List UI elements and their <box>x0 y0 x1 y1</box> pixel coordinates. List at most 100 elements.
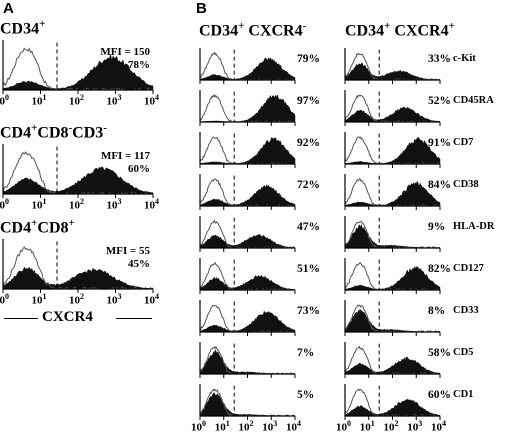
x-tick-label: 101 <box>359 419 375 434</box>
marker-label: CD5 <box>453 347 474 358</box>
stained-histogram <box>199 274 296 291</box>
percent-positive-column: 8% <box>428 305 446 317</box>
percent-positive: 60% <box>128 163 150 175</box>
x-tick-label: 104 <box>144 93 159 108</box>
x-tick-label: 100 <box>336 419 351 434</box>
cxcr4-negative-histogram <box>199 342 296 378</box>
marker-label: CD38 <box>453 179 479 190</box>
percent-positive-column: 9% <box>428 221 446 233</box>
isotype-control-histogram <box>199 178 296 207</box>
cxcr4-negative-histogram <box>199 132 296 168</box>
percent-positive-column: 91% <box>428 137 451 149</box>
x-tick-label: 103 <box>106 292 122 307</box>
cxcr4-negative-histogram <box>199 216 296 252</box>
percent-negative-column: 92% <box>297 137 320 149</box>
cxcr4-positive-histogram <box>344 90 441 126</box>
axis-title-text: CXCR4 <box>42 309 93 325</box>
cxcr4-histogram <box>2 40 154 94</box>
stained-histogram <box>2 166 154 195</box>
stained-histogram <box>199 310 296 333</box>
stained-histogram <box>199 94 296 123</box>
x-tick-label: 103 <box>262 419 278 434</box>
x-tick-label: 104 <box>431 419 446 434</box>
x-tick-label: 100 <box>0 292 9 307</box>
cxcr4-negative-histogram <box>199 90 296 126</box>
x-tick-label: 104 <box>286 419 301 434</box>
percent-positive: 78% <box>128 59 150 71</box>
cxcr4-negative-histogram <box>199 384 296 420</box>
mfi-value: MFI = 55 <box>105 245 150 257</box>
cxcr4-positive-histogram <box>344 132 441 168</box>
cxcr4-negative-histogram <box>199 300 296 336</box>
marker-label: CD33 <box>453 305 479 316</box>
cxcr4-positive-histogram <box>344 342 441 378</box>
x-tick-label: 103 <box>407 419 423 434</box>
x-tick-label: 101 <box>31 197 47 212</box>
stained-histogram <box>199 183 296 207</box>
cxcr4-positive-histogram <box>344 48 441 84</box>
percent-negative-column: 47% <box>297 221 320 233</box>
marker-label: HLA-DR <box>453 221 495 232</box>
x-tick-label: 100 <box>0 93 9 108</box>
stained-histogram <box>344 137 441 165</box>
cxcr4-positive-histogram <box>344 216 441 252</box>
percent-negative-column: 7% <box>297 347 315 359</box>
x-tick-label: 101 <box>214 419 230 434</box>
percent-positive: 45% <box>128 258 150 270</box>
stained-histogram <box>344 106 441 123</box>
percent-negative-column: 79% <box>297 53 320 65</box>
stained-histogram <box>199 57 296 81</box>
cxcr4-axis-title: CXCR4 <box>4 309 154 327</box>
stained-histogram <box>199 233 296 249</box>
histogram-label: CD4+CD8+ <box>0 217 75 237</box>
panel-b-letter: B <box>196 0 207 17</box>
mfi-value: MFI = 150 <box>100 46 150 58</box>
mfi-value: MFI = 117 <box>100 150 150 162</box>
panel-a-letter: A <box>3 0 14 17</box>
percent-negative-column: 72% <box>297 179 320 191</box>
marker-label: CD1 <box>453 389 474 400</box>
marker-label: CD127 <box>453 263 484 274</box>
stained-histogram <box>2 266 154 290</box>
percent-negative-column: 5% <box>297 389 315 401</box>
column-title-cxcr4-positive: CD34+ CXCR4+ <box>345 20 455 40</box>
percent-negative-column: 73% <box>297 305 320 317</box>
x-tick-label: 101 <box>31 93 47 108</box>
percent-positive-column: 82% <box>428 263 451 275</box>
x-tick-label: 104 <box>144 197 159 212</box>
x-tick-label: 100 <box>0 197 9 212</box>
stained-histogram <box>344 223 441 249</box>
marker-label: CD45RA <box>453 95 494 106</box>
percent-positive-column: 60% <box>428 389 451 401</box>
x-tick-label: 104 <box>144 292 159 307</box>
stained-histogram <box>344 398 441 417</box>
stained-histogram <box>199 392 296 417</box>
percent-positive-column: 52% <box>428 95 451 107</box>
x-tick-label: 102 <box>69 93 84 108</box>
cxcr4-negative-histogram <box>199 258 296 294</box>
stained-histogram <box>344 62 441 81</box>
stained-histogram <box>344 265 441 291</box>
x-tick-label: 103 <box>106 93 122 108</box>
stained-histogram <box>199 137 296 165</box>
cxcr4-negative-histogram <box>199 174 296 210</box>
x-tick-label: 102 <box>69 292 84 307</box>
percent-negative-column: 51% <box>297 263 320 275</box>
percent-positive-column: 33% <box>428 53 451 65</box>
x-tick-label: 103 <box>106 197 122 212</box>
stained-histogram <box>2 54 154 91</box>
marker-label: CD7 <box>453 137 474 148</box>
stained-histogram <box>344 356 441 375</box>
stained-histogram <box>344 308 441 333</box>
cxcr4-positive-histogram <box>344 300 441 336</box>
histogram-label: CD34+ <box>0 18 46 38</box>
cxcr4-negative-histogram <box>199 48 296 84</box>
x-tick-label: 102 <box>383 419 399 434</box>
stained-histogram <box>199 349 296 375</box>
histogram-label: CD4+CD8-CD3- <box>0 122 107 142</box>
x-tick-label: 102 <box>238 419 254 434</box>
percent-positive-column: 58% <box>428 347 451 359</box>
cxcr4-positive-histogram <box>344 384 441 420</box>
percent-negative-column: 97% <box>297 95 320 107</box>
cxcr4-positive-histogram <box>344 258 441 294</box>
